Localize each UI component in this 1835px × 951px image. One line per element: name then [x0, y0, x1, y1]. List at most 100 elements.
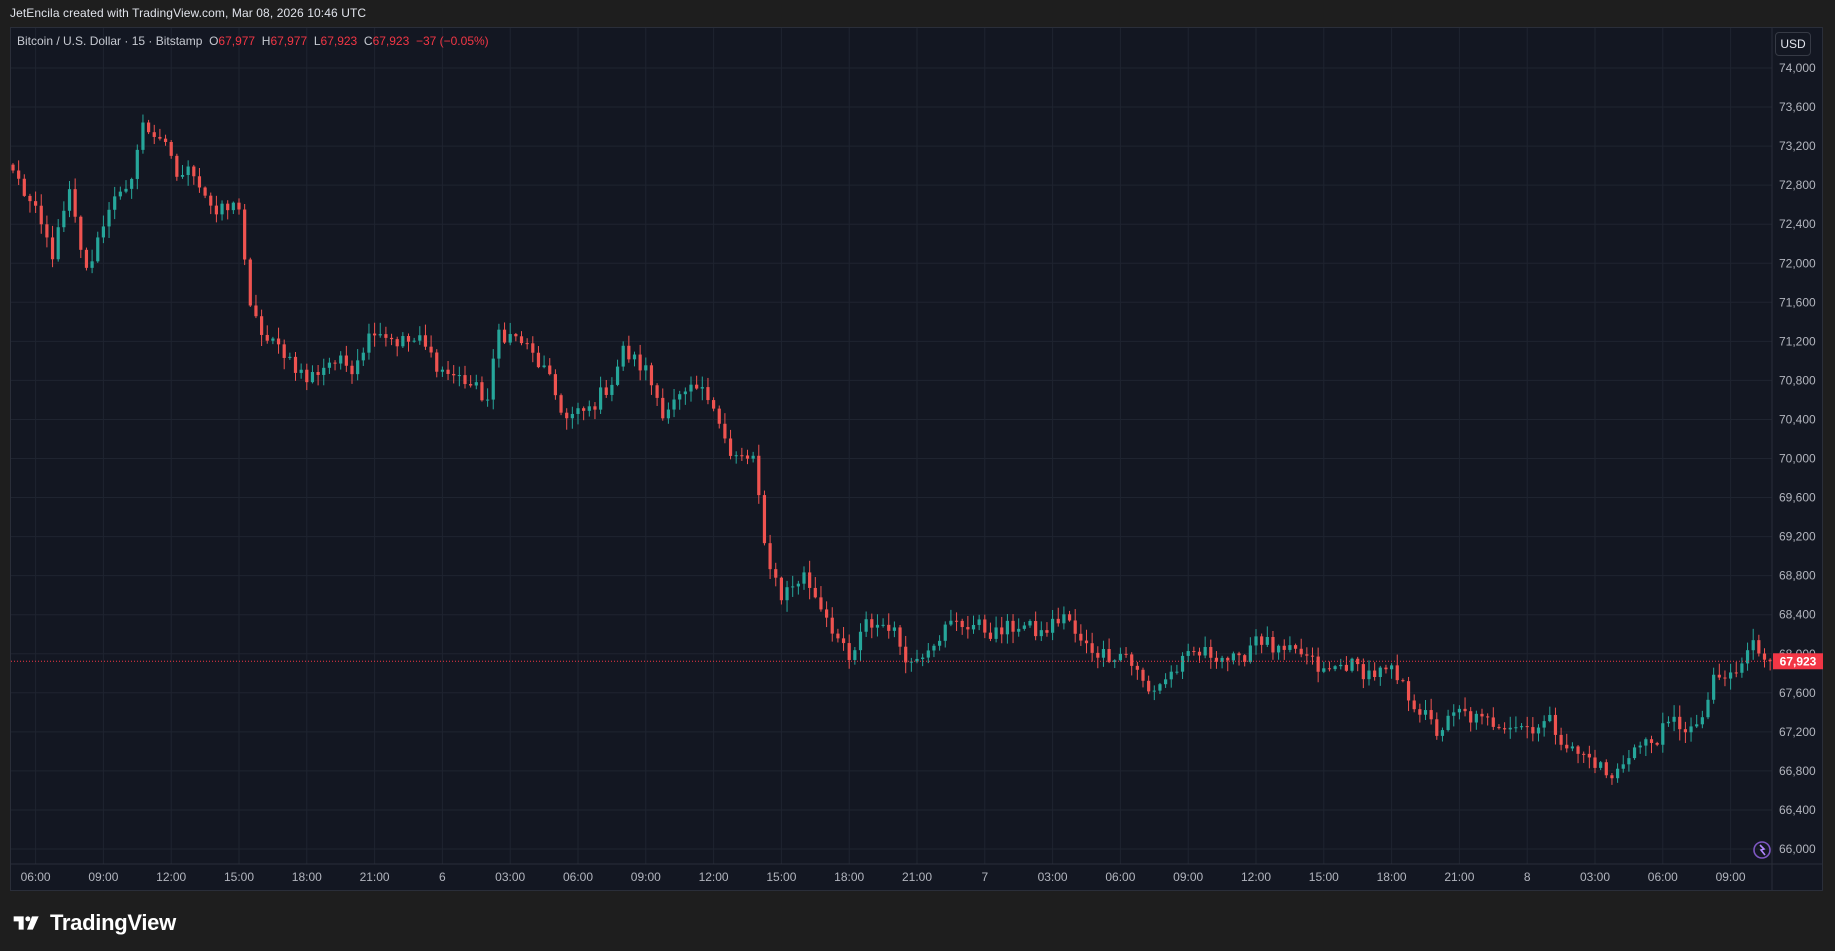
candle	[1463, 697, 1467, 717]
candle	[898, 624, 902, 655]
candle-body	[1373, 670, 1377, 677]
candle-body	[1260, 636, 1264, 645]
candle	[1344, 656, 1348, 672]
candle	[1062, 606, 1066, 630]
candle	[864, 611, 868, 637]
candle-body	[531, 343, 535, 353]
candle	[994, 616, 998, 643]
candle	[1497, 724, 1501, 730]
candle	[474, 374, 478, 390]
candle	[1486, 713, 1490, 726]
candle-body	[401, 336, 405, 347]
candle-body	[1745, 650, 1750, 664]
candle-body	[1384, 667, 1388, 670]
candle	[943, 621, 947, 648]
candle-body	[124, 188, 128, 192]
candle-body	[265, 334, 269, 341]
candle-body	[1039, 630, 1043, 637]
candle	[1214, 651, 1219, 669]
candle	[1474, 710, 1478, 730]
candle-body	[1141, 669, 1145, 681]
spark-icon[interactable]	[1753, 841, 1771, 859]
candle-body	[1621, 764, 1625, 769]
candle-body	[943, 624, 947, 641]
candle-body	[316, 372, 320, 375]
candle-body	[440, 369, 444, 372]
candle-body	[101, 226, 105, 238]
candle-body	[836, 633, 840, 639]
candle-body	[248, 259, 252, 306]
candle-body	[813, 587, 817, 598]
candle	[1683, 721, 1687, 744]
candle-body	[649, 365, 654, 386]
candle	[1536, 724, 1541, 742]
time-tick-label: 06:00	[1105, 870, 1135, 884]
candle-body	[1062, 614, 1066, 624]
candle	[966, 615, 970, 639]
candle	[412, 337, 416, 343]
candle-body	[231, 202, 235, 211]
candle	[220, 200, 224, 221]
candle	[745, 449, 750, 465]
candle-body	[1423, 710, 1428, 715]
candle	[1734, 661, 1738, 678]
symbol-legend[interactable]: Bitcoin / U.S. Dollar · 15 · Bitstamp O6…	[17, 34, 489, 48]
candle	[1525, 716, 1529, 739]
candle	[1672, 705, 1676, 732]
currency-button[interactable]: USD	[1775, 32, 1811, 56]
candle	[1548, 706, 1552, 723]
candle	[180, 164, 185, 179]
candle-body	[1299, 648, 1303, 655]
candle	[768, 534, 772, 579]
price-tick-label: 67,200	[1779, 725, 1816, 739]
candle	[1011, 614, 1015, 644]
candle-body	[1356, 658, 1360, 665]
candle-body	[1661, 723, 1665, 745]
candle	[84, 247, 89, 271]
candle	[853, 647, 857, 665]
candle	[28, 193, 32, 213]
candle-body	[1079, 633, 1083, 641]
candle	[1418, 703, 1422, 723]
candle-body	[1017, 628, 1021, 632]
candle-body	[599, 387, 603, 410]
candle	[1508, 716, 1512, 739]
candle	[700, 376, 704, 401]
candle	[1542, 715, 1546, 737]
time-tick-label: 03:00	[1038, 870, 1068, 884]
candle	[536, 346, 541, 369]
candle	[1729, 663, 1733, 690]
candle	[1689, 717, 1693, 742]
tradingview-brand[interactable]: TradingView	[12, 910, 176, 936]
candle	[1141, 667, 1145, 688]
candle-body	[73, 189, 77, 217]
candle-body	[1514, 727, 1518, 729]
candle	[1616, 763, 1620, 783]
candle-body	[1616, 768, 1620, 779]
candle-body	[762, 495, 767, 544]
candle-body	[1565, 744, 1569, 749]
candle-body	[11, 164, 15, 171]
candle-body	[299, 369, 303, 373]
price-tick-label: 70,800	[1779, 373, 1816, 387]
candle	[508, 322, 512, 346]
candle	[983, 614, 987, 639]
candle-body	[858, 631, 863, 651]
candle-body	[1519, 726, 1524, 728]
candle-body	[67, 189, 72, 211]
candle	[1243, 654, 1247, 667]
candle-body	[17, 170, 21, 179]
candle-body	[1045, 630, 1049, 633]
candle-body	[723, 423, 727, 439]
candle-body	[949, 620, 953, 625]
candle	[870, 613, 874, 639]
candle-body	[1768, 659, 1772, 662]
candle	[689, 376, 693, 402]
candle-body	[497, 329, 501, 359]
candle-body	[350, 365, 354, 375]
candle-body	[276, 338, 281, 345]
candle	[938, 635, 942, 651]
price-tick-label: 73,200	[1779, 139, 1816, 153]
time-tick-label: 7	[981, 870, 988, 884]
